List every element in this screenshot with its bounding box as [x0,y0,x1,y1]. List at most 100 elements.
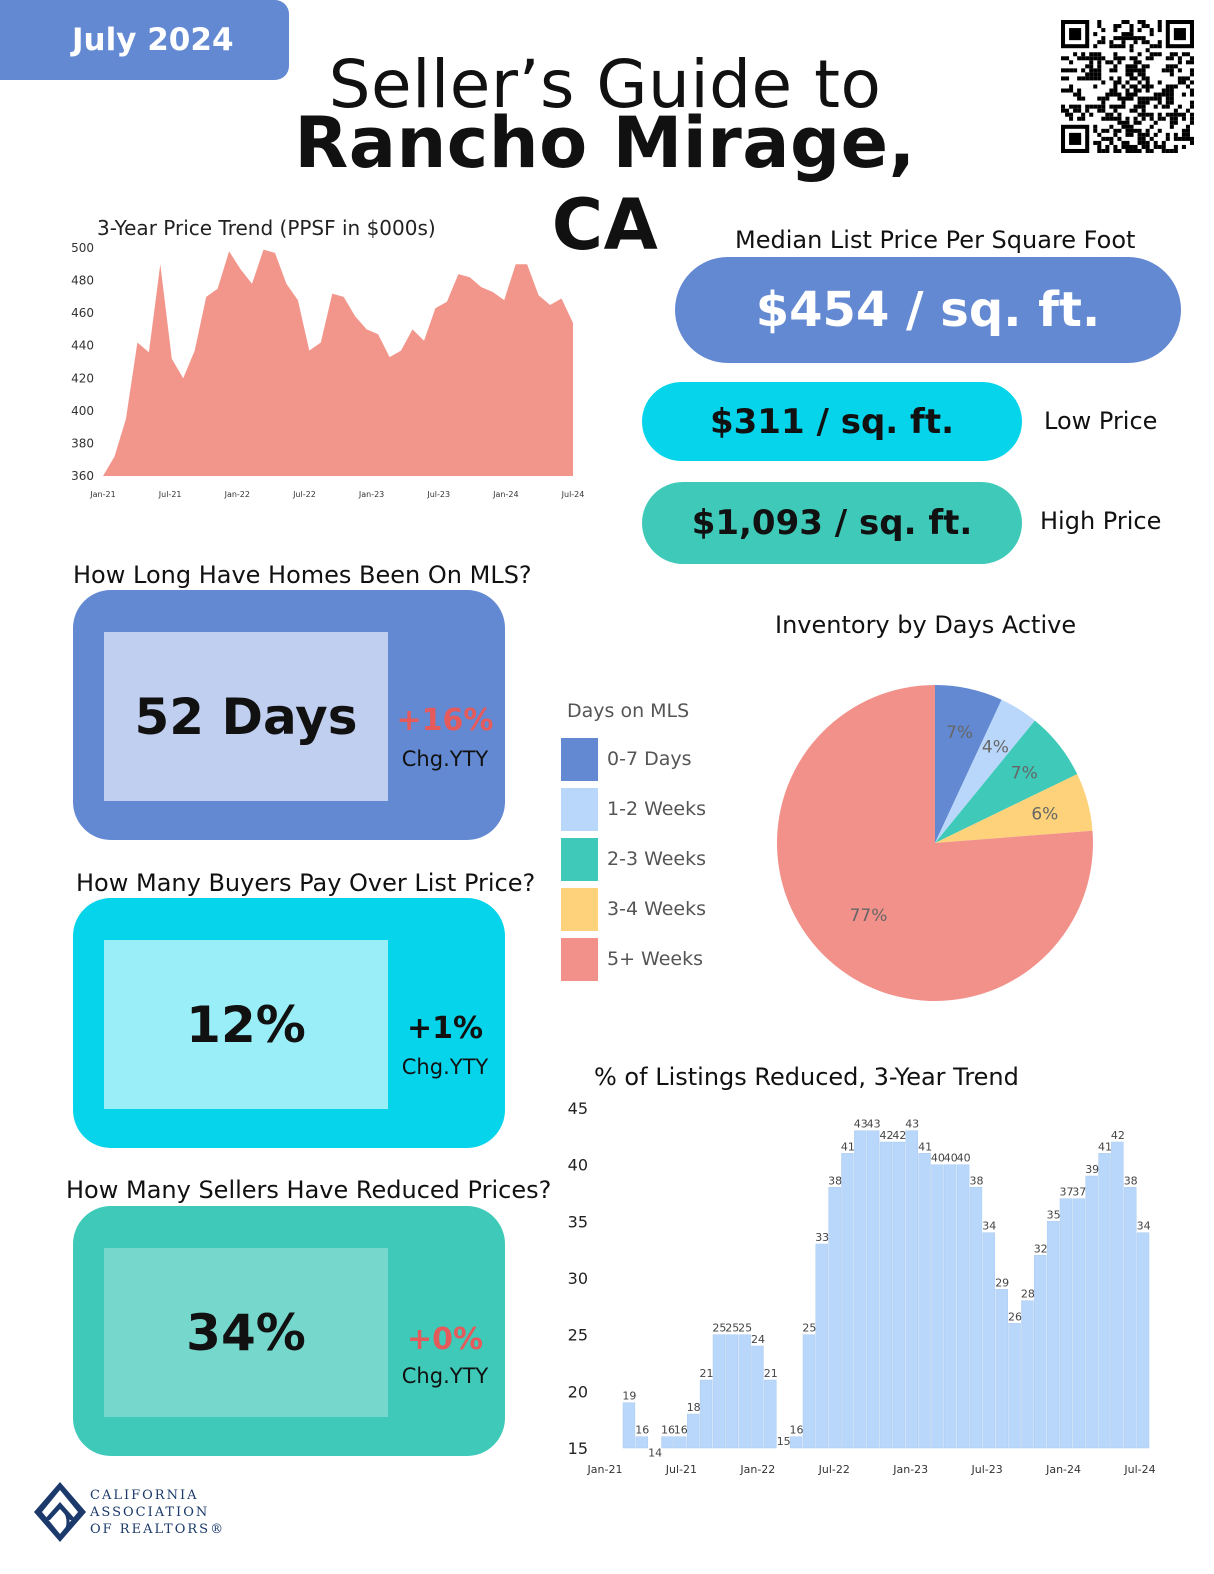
bar-value-label: 38 [1124,1174,1138,1187]
bar-value-label: 40 [944,1152,958,1165]
qr-code-icon[interactable] [1061,20,1194,153]
qr-module [1117,128,1122,133]
qr-module [1121,100,1126,105]
stat-value-overlist: 12% [104,940,388,1109]
qr-module [1157,52,1162,57]
y-tick-label: 15 [568,1439,588,1458]
high-price-label: High Price [1040,507,1162,535]
qr-module [1157,116,1162,121]
qr-module [1169,64,1174,69]
qr-module [1153,140,1158,145]
qr-module [1093,32,1098,37]
qr-module [1189,68,1194,73]
qr-module [1121,124,1126,129]
qr-module [1169,84,1174,89]
qr-module [1093,140,1098,145]
qr-module [1133,88,1138,93]
qr-module [1093,68,1098,73]
qr-module [1097,72,1102,77]
qr-module [1181,144,1186,149]
qr-module [1189,88,1194,93]
qr-module [1173,148,1178,153]
qr-module [1065,56,1070,61]
qr-module [1101,56,1106,61]
inventory-pie-chart: 7%4%7%6%77% [776,685,1093,1001]
legend-swatch [561,887,598,931]
stat-card-overlist: 12% +1% Chg.YTY [73,898,505,1148]
qr-module [1137,120,1142,125]
qr-module [1185,136,1190,141]
bar [1098,1153,1111,1449]
qr-module [1089,72,1094,77]
qr-module [1173,84,1178,89]
qr-module [1125,128,1130,133]
qr-module [1133,56,1138,61]
qr-module [1137,132,1142,137]
y-tick-label: 380 [71,436,94,450]
x-tick-label: Jan-24 [492,490,518,499]
bar [1046,1221,1060,1449]
qr-module [1137,88,1142,93]
qr-module [1061,104,1066,109]
qr-module [1145,76,1150,81]
qr-module [1189,72,1194,77]
bar [969,1187,983,1449]
pie-slice [935,699,1035,843]
qr-module [1117,120,1122,125]
qr-module [1141,108,1146,113]
qr-module [1149,84,1154,89]
qr-module [1117,60,1122,65]
qr-module [1105,96,1110,101]
qr-module [1133,40,1138,45]
qr-module [1141,140,1146,145]
qr-module [1165,56,1170,61]
bar [828,1187,841,1449]
bar-value-label: 35 [1047,1208,1061,1221]
stat-card-reduced: 34% +0% Chg.YTY [73,1206,505,1456]
qr-module [1189,120,1194,125]
qr-module [1089,52,1094,57]
stat-title-days: How Long Have Homes Been On MLS? [73,561,532,589]
qr-module [1077,88,1082,93]
qr-module [1133,108,1138,113]
bar [789,1436,803,1449]
x-tick-label: Jan-21 [587,1463,623,1476]
qr-module [1177,80,1182,85]
qr-module [1149,28,1154,33]
bar-value-label: 26 [1008,1310,1022,1323]
legend-label: 1-2 Weeks [607,798,707,820]
low-price-label: Low Price [1044,407,1158,435]
date-badge: July 2024 [0,0,289,80]
legend-swatch [561,837,598,881]
bar-value-label: 29 [995,1276,1009,1289]
bar-value-label: 15 [777,1435,791,1448]
qr-module [1081,96,1086,101]
qr-module [1133,60,1138,65]
qr-module [1117,36,1122,41]
qr-module [1085,64,1090,69]
qr-module [1145,140,1150,145]
qr-module [1141,116,1146,121]
bar [725,1334,738,1449]
x-tick-label: Jan-23 [358,490,384,499]
legend-label: 0-7 Days [607,748,692,770]
qr-module [1137,148,1142,153]
bar [1111,1141,1124,1449]
qr-module [1133,144,1138,149]
qr-module [1177,104,1182,109]
bar [1021,1300,1034,1449]
qr-module [1145,132,1150,137]
qr-module [1097,20,1102,25]
qr-module [1121,44,1126,49]
qr-module [1177,76,1182,81]
qr-module [1097,108,1102,113]
qr-module [1145,48,1150,53]
qr-module [1149,112,1154,117]
stat-change-label-reduced: Chg.YTY [401,1364,489,1388]
qr-module [1149,96,1154,101]
legend-label: 3-4 Weeks [607,898,707,920]
qr-module [1097,60,1102,65]
bar-value-label: 28 [1021,1288,1035,1301]
qr-module [1093,56,1098,61]
qr-module [1081,68,1086,73]
